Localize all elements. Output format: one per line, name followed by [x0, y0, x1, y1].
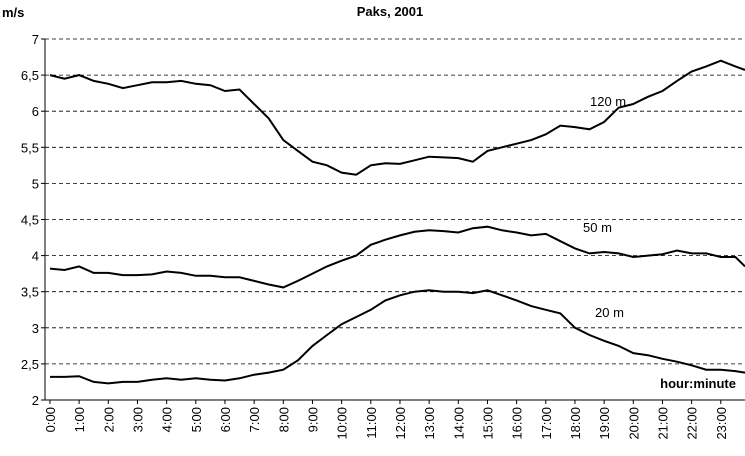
y-tick-label: 4,5: [21, 213, 39, 228]
x-tick-label: 11:00: [364, 407, 379, 439]
x-tick-label: 19:00: [597, 407, 612, 440]
y-tick-label: 4: [32, 249, 39, 264]
x-tick-label: 2:00: [101, 407, 116, 432]
x-tick-label: 17:00: [539, 407, 554, 440]
chart-title: Paks, 2001: [357, 4, 424, 19]
y-tick-label: 5,5: [21, 140, 39, 155]
series-line: [50, 289, 745, 385]
x-tick-label: 10:00: [335, 407, 350, 440]
series-label: 20 m: [595, 305, 624, 320]
x-tick-label: 20:00: [626, 407, 641, 440]
x-tick-label: 21:00: [655, 407, 670, 440]
x-tick-label: 8:00: [276, 407, 291, 432]
y-axis-label: m/s: [2, 5, 24, 20]
y-tick-label: 2: [32, 393, 39, 408]
x-tick-label: 7:00: [247, 407, 262, 432]
series-label: 50 m: [583, 220, 612, 235]
x-tick-label: 15:00: [480, 407, 495, 440]
x-tick-label: 18:00: [568, 407, 583, 440]
x-tick-label: 12:00: [393, 407, 408, 440]
y-tick-label: 3: [32, 321, 39, 336]
y-tick-label: 6,5: [21, 68, 39, 83]
x-tick-label: 14:00: [451, 407, 466, 440]
y-tick-label: 3,5: [21, 285, 39, 300]
x-tick-label: 16:00: [510, 407, 525, 440]
x-tick-label: 9:00: [305, 407, 320, 432]
series-label: 120 m: [590, 94, 626, 109]
x-tick-label: 5:00: [189, 407, 204, 432]
series-line: [49, 59, 745, 176]
x-tick-label: 23:00: [714, 407, 729, 440]
x-tick-label: 22:00: [685, 407, 700, 440]
x-tick-label: 3:00: [130, 407, 145, 432]
y-tick-label: 5: [32, 176, 39, 191]
x-tick-label: 0:00: [43, 407, 58, 432]
x-tick-label: 13:00: [422, 407, 437, 440]
x-axis-label: hour:minute: [660, 376, 736, 391]
x-tick-label: 6:00: [218, 407, 233, 432]
y-tick-label: 7: [32, 32, 39, 47]
y-tick-label: 6: [32, 104, 39, 119]
x-tick-label: 1:00: [72, 407, 87, 432]
series-line: [49, 225, 745, 289]
y-tick-label: 2,5: [21, 357, 39, 372]
x-tick-label: 4:00: [160, 407, 175, 432]
